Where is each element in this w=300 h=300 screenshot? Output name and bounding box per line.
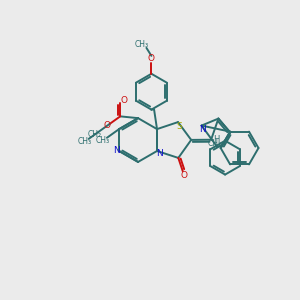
Text: CH₂: CH₂ bbox=[87, 130, 101, 140]
Text: N: N bbox=[199, 125, 206, 134]
Text: CH₃: CH₃ bbox=[77, 137, 92, 146]
Text: S: S bbox=[176, 122, 182, 130]
Text: N: N bbox=[113, 146, 119, 154]
Text: O: O bbox=[148, 54, 155, 63]
Text: O: O bbox=[103, 122, 110, 130]
Text: CH₃: CH₃ bbox=[134, 40, 148, 50]
Text: CH₂: CH₂ bbox=[207, 139, 222, 148]
Text: O: O bbox=[121, 96, 128, 105]
Text: CH₃: CH₃ bbox=[95, 136, 110, 146]
Text: O: O bbox=[181, 171, 188, 180]
Text: N: N bbox=[156, 149, 162, 158]
Text: H: H bbox=[213, 135, 219, 144]
